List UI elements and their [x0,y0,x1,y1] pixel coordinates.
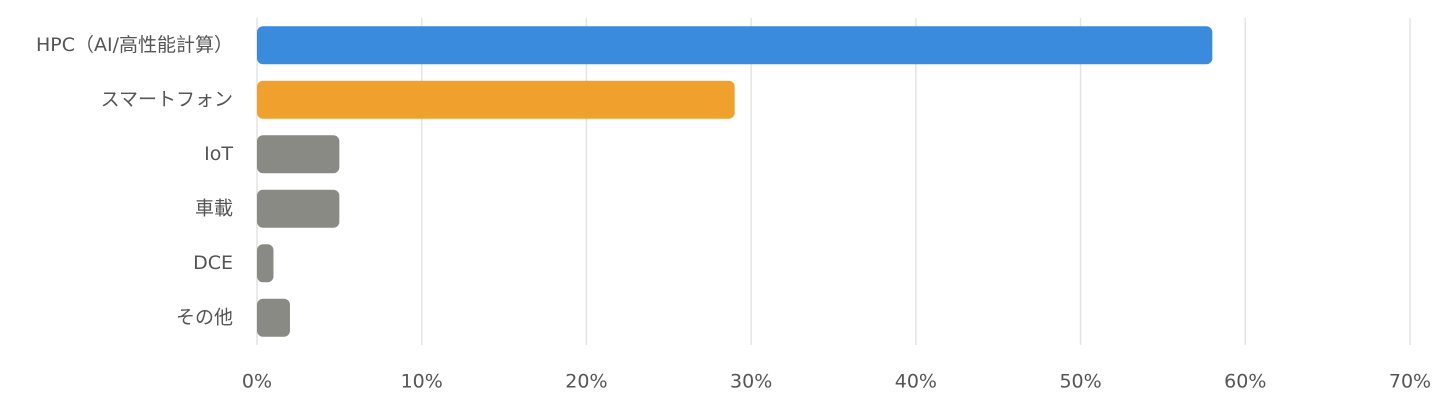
x-tick-label: 30% [730,371,772,393]
y-tick-label: DCE [193,252,233,274]
bar [257,244,274,283]
bar [257,26,1213,65]
bar [257,135,340,174]
y-tick-label: HPC（AI/高性能計算） [36,34,233,56]
x-tick-label: 70% [1389,371,1431,393]
x-tick-label: 50% [1059,371,1101,393]
y-tick-label: その他 [176,306,233,328]
bar [257,80,735,119]
x-tick-label: 20% [565,371,607,393]
y-tick-label: 車載 [195,197,233,219]
x-tick-label: 0% [242,371,272,393]
y-tick-label: スマートフォン [101,88,233,110]
x-tick-label: 60% [1224,371,1266,393]
x-tick-label: 40% [895,371,937,393]
bar [257,189,340,228]
x-tick-label: 10% [401,371,443,393]
bar [257,298,290,337]
y-tick-label: IoT [204,143,233,165]
